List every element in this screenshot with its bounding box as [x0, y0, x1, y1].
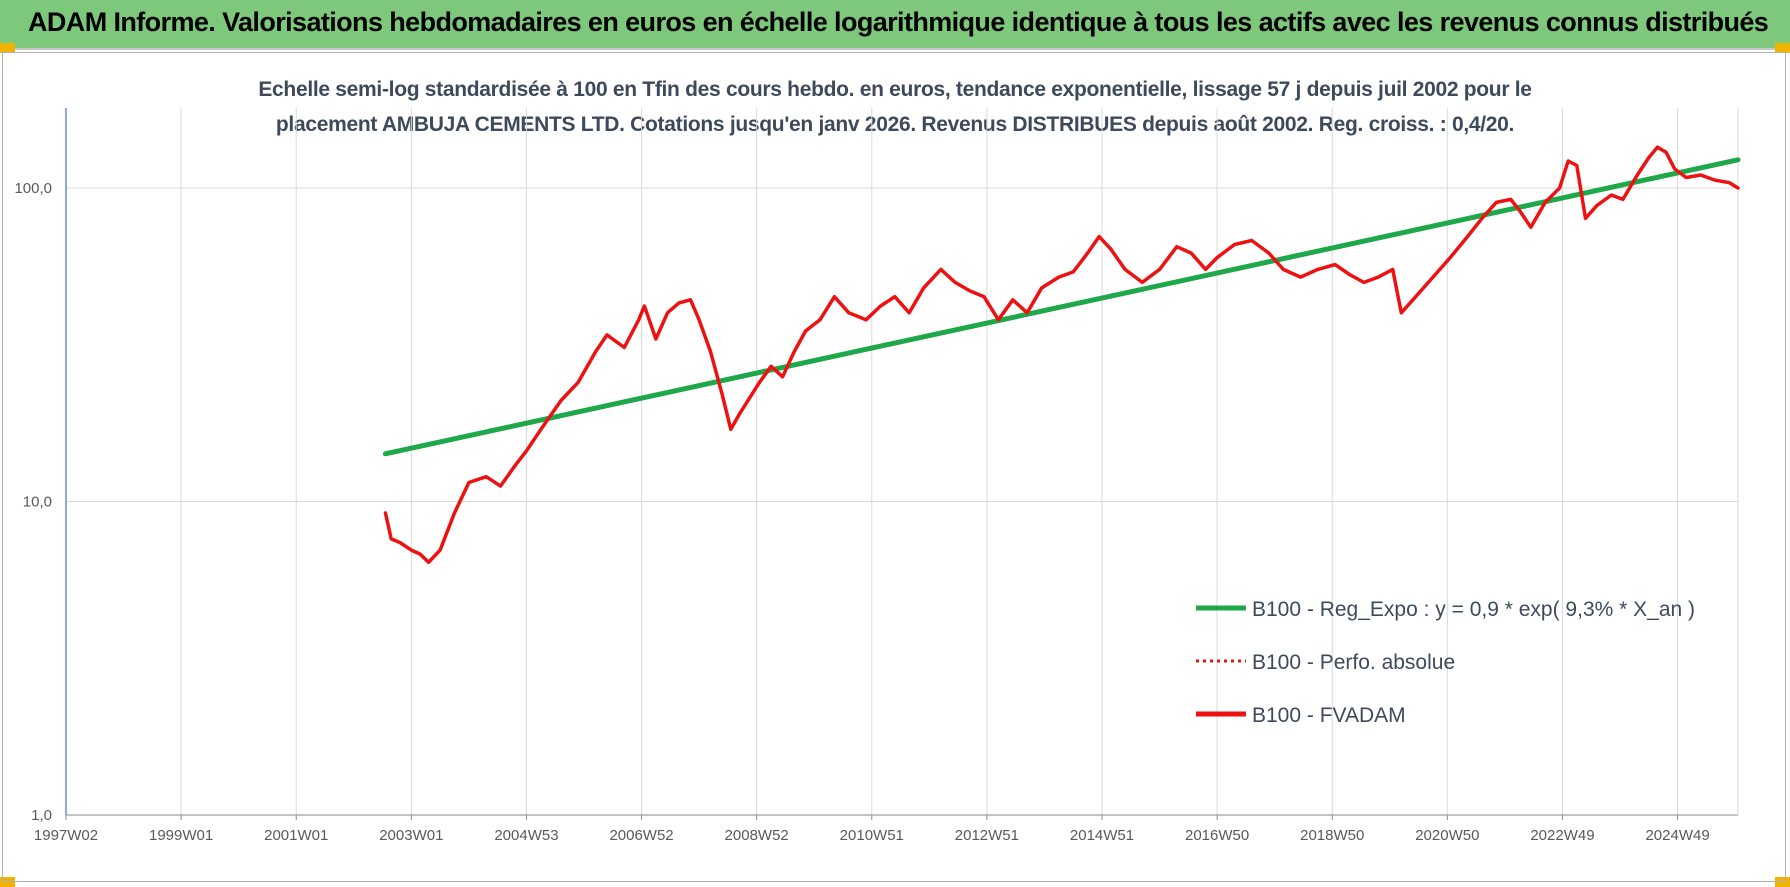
- x-tick-label: 2008W52: [725, 827, 789, 844]
- x-tick-label: 2010W51: [840, 827, 904, 844]
- x-tick-label: 1997W02: [34, 827, 98, 844]
- x-tick-label: 2024W49: [1645, 827, 1709, 844]
- chart-title-line-1: Echelle semi-log standardisée à 100 en T…: [258, 78, 1532, 101]
- corner-marker-top-right: [1775, 43, 1790, 53]
- price-line: [383, 145, 1740, 565]
- y-tick-label: 1,0: [31, 807, 52, 824]
- chart-title-line-2: placement AMBUJA CEMENTS LTD. Cotations …: [275, 113, 1515, 136]
- x-tick-label: 1999W01: [149, 827, 213, 844]
- x-tick-label: 2004W53: [494, 827, 558, 844]
- trend-line: [382, 157, 1741, 457]
- corner-marker-top-left: [0, 43, 15, 53]
- x-tick-label: 2018W50: [1300, 827, 1364, 844]
- x-tick-label: 2020W50: [1415, 827, 1479, 844]
- x-tick-label: 2012W51: [955, 827, 1019, 844]
- y-tick-label: 100,0: [14, 180, 52, 197]
- x-tick-label: 2006W52: [609, 827, 673, 844]
- series-layer: [382, 145, 1741, 565]
- legend-label: B100 - Perfo. absolue: [1252, 651, 1455, 674]
- legend: B100 - Reg_Expo : y = 0,9 * exp( 9,3% * …: [1196, 598, 1695, 727]
- legend-label: B100 - FVADAM: [1252, 704, 1406, 727]
- chart-frame: [2, 52, 1786, 882]
- x-tick-label: 2001W01: [264, 827, 328, 844]
- x-tick-label: 2003W01: [379, 827, 443, 844]
- corner-marker-bottom-left: [0, 877, 15, 887]
- corner-marker-bottom-right: [1775, 877, 1790, 887]
- x-tick-label: 2014W51: [1070, 827, 1134, 844]
- x-tick-label: 2022W49: [1530, 827, 1594, 844]
- x-tick-label: 2016W50: [1185, 827, 1249, 844]
- y-tick-label: 10,0: [23, 494, 52, 511]
- legend-label: B100 - Reg_Expo : y = 0,9 * exp( 9,3% * …: [1252, 598, 1695, 621]
- header-bar: ADAM Informe. Valorisations hebdomadaire…: [0, 0, 1790, 50]
- axis-layer: 1997W02 1999W01 2001W01 2003W01 2004W53 2006W…: [14, 108, 1738, 844]
- page-title: ADAM Informe. Valorisations hebdomadaire…: [28, 7, 1769, 37]
